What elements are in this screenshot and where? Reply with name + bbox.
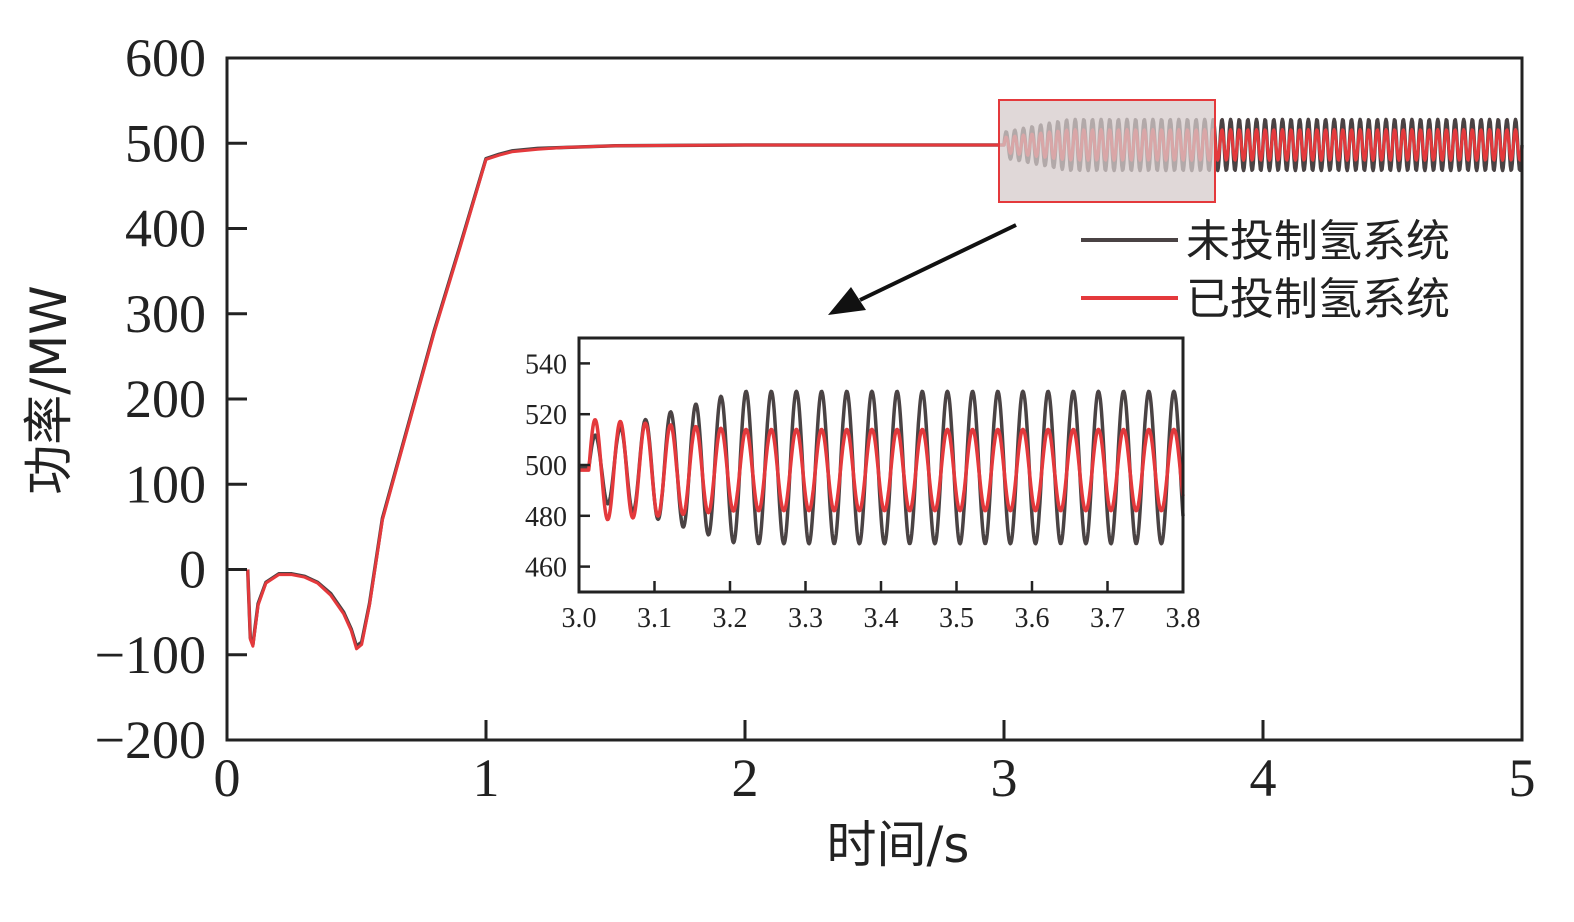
main-y-tick-label: −100 <box>95 625 206 685</box>
zoom-arrow <box>828 223 1017 315</box>
inset-background <box>579 338 1183 592</box>
legend: 未投制氢系统 已投制氢系统 <box>1081 216 1450 325</box>
main-x-ticks: 0 1 2 3 4 5 <box>214 720 1536 808</box>
main-x-tick-label: 4 <box>1250 748 1277 808</box>
inset-plot-marks <box>577 389 1185 546</box>
main-x-axis-label: 时间/s <box>827 816 970 874</box>
legend-label-dark: 未投制氢系统 <box>1186 216 1450 267</box>
main-y-tick-label: 300 <box>125 284 206 344</box>
inset-y-tick-label: 480 <box>525 502 567 533</box>
main-x-tick-label: 5 <box>1509 748 1536 808</box>
main-x-tick-label: 0 <box>214 748 241 808</box>
main-y-tick-label: −200 <box>95 710 206 770</box>
inset-x-tick-label: 3.7 <box>1090 603 1125 634</box>
main-x-tick-label: 3 <box>991 748 1018 808</box>
main-y-tick-label: 500 <box>125 113 206 173</box>
inset-y-ticks: 460 480 500 520 540 <box>525 349 590 584</box>
main-y-tick-label: 400 <box>125 199 206 259</box>
inset-x-tick-label: 3.1 <box>637 603 672 634</box>
inset-y-tick-label: 540 <box>525 349 567 380</box>
inset-series-line-1 <box>577 418 1185 522</box>
legend-label-red: 已投制氢系统 <box>1186 274 1450 325</box>
zoom-arrow-head <box>828 287 866 315</box>
inset-x-tick-label: 3.8 <box>1166 603 1201 634</box>
inset-x-tick-label: 3.3 <box>788 603 823 634</box>
inset-x-tick-label: 3.0 <box>562 603 597 634</box>
inset-x-ticks: 3.0 3.1 3.2 3.3 3.4 3.5 3.6 3.7 3.8 <box>562 581 1201 634</box>
zoom-region-box <box>998 99 1216 203</box>
main-y-tick-label: 0 <box>179 540 206 600</box>
main-x-tick-label: 2 <box>732 748 759 808</box>
inset-y-tick-label: 500 <box>525 451 567 482</box>
inset-x-tick-label: 3.5 <box>939 603 974 634</box>
main-y-tick-label: 600 <box>125 28 206 88</box>
inset-y-tick-label: 460 <box>525 553 567 584</box>
main-x-tick-label: 1 <box>473 748 500 808</box>
main-y-axis-label: 功率/MW <box>20 285 78 494</box>
inset-y-tick-label: 520 <box>525 400 567 431</box>
inset-x-tick-label: 3.2 <box>713 603 748 634</box>
main-y-tick-label: 100 <box>125 454 206 514</box>
inset-x-tick-label: 3.4 <box>864 603 899 634</box>
main-y-ticks: −200 −100 0 100 200 300 400 500 600 <box>95 28 247 770</box>
inset-x-tick-label: 3.6 <box>1015 603 1050 634</box>
main-y-tick-label: 200 <box>125 369 206 429</box>
